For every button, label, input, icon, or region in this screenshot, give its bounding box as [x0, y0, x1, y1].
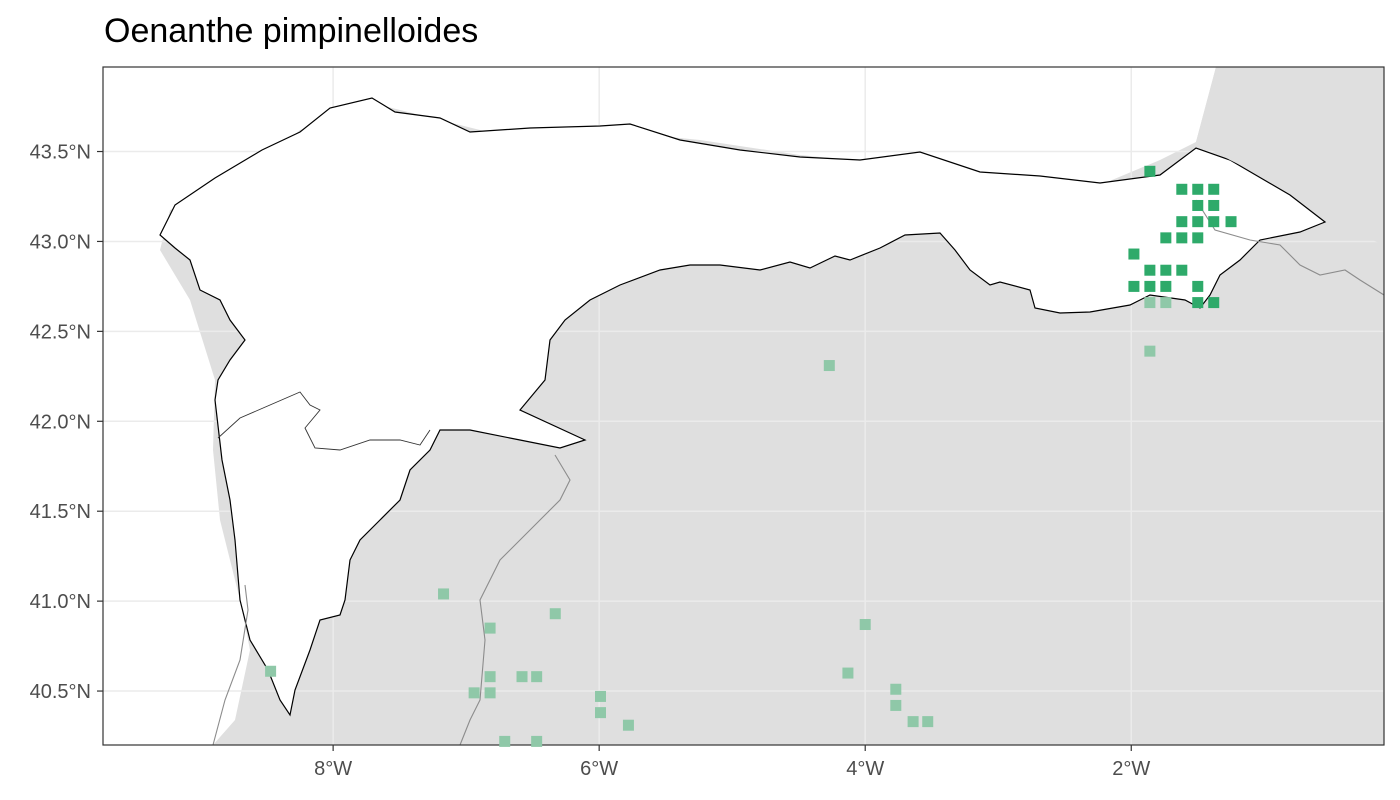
y-tick-label: 42.5°N — [30, 321, 91, 343]
record-marker-old — [531, 735, 543, 747]
france-border — [1195, 199, 1385, 296]
record-marker-old — [438, 588, 450, 600]
record-marker-old — [907, 716, 919, 728]
x-axis: 8°W 6°W 4°W 2°W — [314, 745, 1150, 780]
record-marker-recent — [1144, 165, 1156, 177]
record-marker-recent — [1192, 199, 1204, 211]
record-marker-old — [595, 690, 607, 702]
record-marker-recent — [1160, 232, 1172, 244]
record-marker-recent — [1128, 280, 1140, 292]
record-marker-old — [890, 683, 902, 695]
record-marker-recent — [1208, 199, 1220, 211]
record-marker-old — [823, 360, 835, 372]
record-marker-old — [890, 699, 902, 711]
sea-area-west — [103, 67, 1216, 745]
record-marker-recent — [1208, 216, 1220, 228]
record-marker-old — [922, 716, 934, 728]
record-marker-old — [499, 735, 511, 747]
record-marker-old — [1144, 345, 1156, 357]
old-records — [265, 297, 1172, 747]
record-marker-old — [859, 619, 871, 631]
record-marker-old — [484, 671, 496, 683]
y-tick-label: 43.5°N — [30, 142, 91, 164]
y-tick-label: 41.5°N — [30, 501, 91, 523]
map-title: Oenanthe pimpinelloides — [104, 12, 479, 50]
x-tick-label: 8°W — [314, 758, 352, 780]
plot-border — [102, 66, 1385, 746]
record-marker-old — [484, 622, 496, 634]
record-marker-recent — [1176, 264, 1188, 276]
province-border — [217, 391, 431, 451]
record-marker-old — [531, 671, 543, 683]
record-marker-recent — [1160, 280, 1172, 292]
record-marker-old — [1160, 297, 1172, 309]
record-marker-old — [622, 719, 634, 731]
record-marker-recent — [1160, 264, 1172, 276]
record-marker-old — [484, 687, 496, 699]
record-marker-recent — [1176, 216, 1188, 228]
x-tick-label: 2°W — [1112, 758, 1150, 780]
record-marker-recent — [1192, 183, 1204, 195]
study-region — [159, 97, 1327, 717]
record-marker-old — [549, 608, 561, 620]
record-marker-recent — [1144, 264, 1156, 276]
record-marker-recent — [1192, 297, 1204, 309]
y-axis: 43.5°N 43.0°N 42.5°N 42.0°N 41.5°N 41.0°N 40.5… — [30, 142, 103, 703]
record-marker-recent — [1176, 183, 1188, 195]
record-marker-recent — [1176, 232, 1188, 244]
record-marker-recent — [1225, 216, 1237, 228]
y-tick-label: 40.5°N — [30, 681, 91, 703]
y-tick-label: 42.0°N — [30, 411, 91, 433]
record-marker-old — [265, 665, 277, 677]
record-marker-old — [1144, 297, 1156, 309]
record-marker-recent — [1192, 216, 1204, 228]
y-tick-label: 41.0°N — [30, 591, 91, 613]
x-tick-label: 4°W — [846, 758, 884, 780]
record-marker-recent — [1208, 183, 1220, 195]
record-marker-recent — [1144, 280, 1156, 292]
x-tick-label: 6°W — [580, 758, 618, 780]
country-border — [212, 454, 571, 746]
record-marker-old — [595, 707, 607, 719]
france-sea — [1196, 67, 1384, 245]
record-marker-recent — [1128, 248, 1140, 260]
recent-records — [1128, 165, 1237, 309]
record-marker-recent — [1192, 280, 1204, 292]
record-marker-old — [516, 671, 528, 683]
record-marker-recent — [1192, 232, 1204, 244]
record-marker-old — [842, 667, 854, 679]
record-marker-old — [468, 687, 480, 699]
record-marker-recent — [1208, 297, 1220, 309]
y-tick-label: 43.0°N — [30, 231, 91, 253]
